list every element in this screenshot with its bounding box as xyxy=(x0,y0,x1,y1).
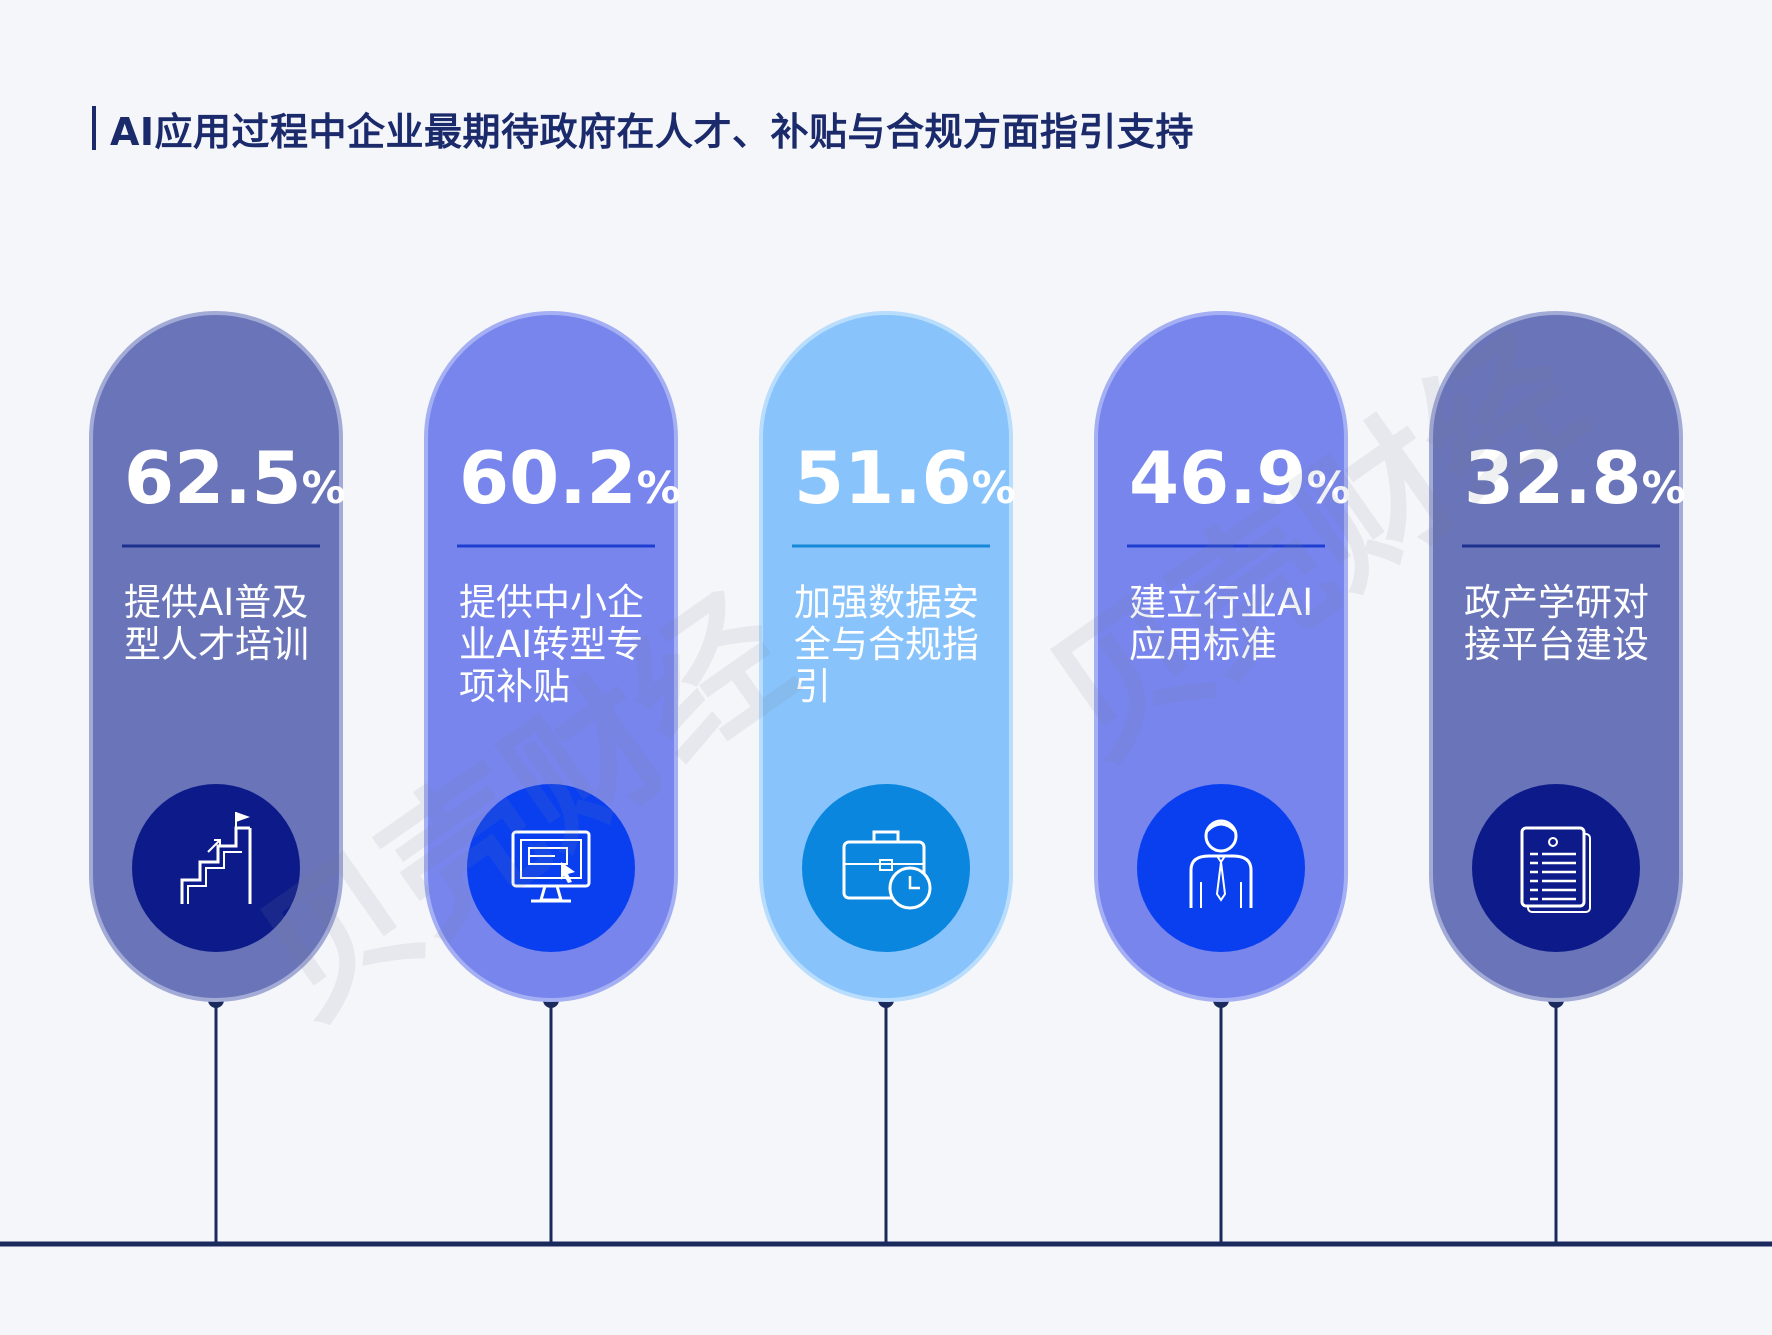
card-label-line: 型人才培训 xyxy=(124,623,309,666)
card-label-line: 业AI转型专 xyxy=(459,623,643,666)
metric-card-4: 46.9% 建立行业AI 应用标准 xyxy=(1094,311,1351,1244)
card-label-line: 引 xyxy=(794,665,831,708)
card-value: 60.2% xyxy=(459,436,681,520)
icon-circle xyxy=(467,784,635,952)
card-label-line: 建立行业AI xyxy=(1129,581,1313,624)
card-label-line: 项补贴 xyxy=(459,665,570,708)
card-label-line: 提供中小企 xyxy=(459,581,644,624)
card-label-line: 政产学研对 xyxy=(1464,581,1649,624)
card-label-line: 提供AI普及 xyxy=(124,581,308,624)
monitor-cursor-icon xyxy=(511,830,591,903)
card-label-line: 接平台建设 xyxy=(1464,623,1649,666)
title-accent-bar xyxy=(92,106,96,150)
businessman-icon xyxy=(1189,819,1253,908)
briefcase-clock-icon xyxy=(842,830,932,910)
document-list-icon xyxy=(1520,826,1591,913)
card-value: 32.8% xyxy=(1464,436,1686,520)
card-label-line: 加强数据安 xyxy=(794,581,979,624)
card-label: 政产学研对接平台建设 xyxy=(1464,581,1649,666)
value-unit: % xyxy=(302,463,346,514)
card-label: 建立行业AI 应用标准 xyxy=(1129,581,1313,666)
metric-card-1: 62.5% 提供AI普及型人才培训 xyxy=(89,311,346,1244)
card-label: 加强数据安全与合规指引 xyxy=(794,581,979,708)
card-label: 提供中小企业AI转型专项补贴 xyxy=(459,581,644,708)
stairs-flag-icon xyxy=(180,812,252,904)
icon-circle xyxy=(802,784,970,952)
metric-card-5: 32.8% 政产学研对接平台建设 xyxy=(1429,311,1686,1244)
value-number: 62.5 xyxy=(124,436,302,520)
value-number: 51.6 xyxy=(794,436,972,520)
card-label: 提供AI普及型人才培训 xyxy=(124,581,309,666)
value-number: 46.9 xyxy=(1129,436,1307,520)
card-value: 51.6% xyxy=(794,436,1016,520)
card-label-line: 应用标准 xyxy=(1129,623,1277,666)
card-value: 62.5% xyxy=(124,436,346,520)
value-unit: % xyxy=(1307,463,1351,514)
metric-card-3: 51.6% 加强数据安全与合规指引 xyxy=(759,311,1016,1244)
value-unit: % xyxy=(637,463,681,514)
card-label-line: 全与合规指 xyxy=(794,623,979,666)
card-value: 46.9% xyxy=(1129,436,1351,520)
value-unit: % xyxy=(1642,463,1686,514)
value-number: 60.2 xyxy=(459,436,637,520)
title-text: AI应用过程中企业最期待政府在人才、补贴与合规方面指引支持 xyxy=(110,109,1195,154)
value-unit: % xyxy=(972,463,1016,514)
page-title: AI应用过程中企业最期待政府在人才、补贴与合规方面指引支持 xyxy=(92,98,1194,158)
value-number: 32.8 xyxy=(1464,436,1642,520)
metric-card-2: 60.2% 提供中小企业AI转型专项补贴 xyxy=(424,311,681,1244)
